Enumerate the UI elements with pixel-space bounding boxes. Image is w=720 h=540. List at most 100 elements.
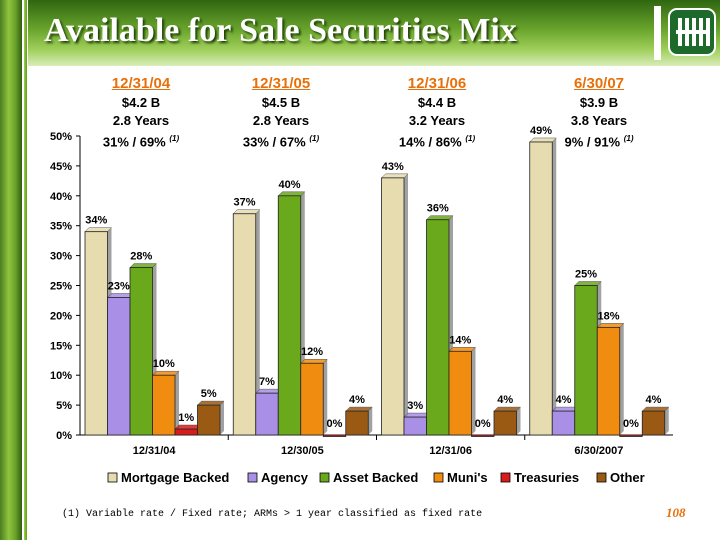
bar-top-face xyxy=(493,406,522,412)
x-tick-label: 12/31/06 xyxy=(429,445,472,457)
bar xyxy=(152,374,176,436)
bar-top-face xyxy=(574,281,602,286)
bar xyxy=(345,410,369,436)
bar xyxy=(619,434,643,437)
y-tick-label: 50% xyxy=(50,131,72,143)
y-tick-label: 45% xyxy=(50,161,72,173)
period-amount: $4.2 B xyxy=(121,95,161,110)
y-tick-label: 20% xyxy=(50,310,72,322)
bar xyxy=(381,177,405,436)
bar-top-face xyxy=(277,191,306,197)
bar-side-face xyxy=(516,407,521,435)
bar xyxy=(493,410,517,436)
period-amount: $4.4 B xyxy=(417,95,457,110)
data-label: 14% xyxy=(449,334,471,346)
y-tick-label: 40% xyxy=(50,191,72,203)
data-label: 28% xyxy=(130,251,152,263)
data-label: 43% xyxy=(382,161,404,173)
period-amount: $4.5 B xyxy=(261,95,301,110)
period-footnote-ref: (1) xyxy=(623,134,634,143)
bar xyxy=(426,219,450,436)
bar xyxy=(574,285,598,436)
period-duration: 3.2 Years xyxy=(408,113,466,128)
period-date: 6/30/07 xyxy=(573,75,625,92)
bar xyxy=(107,297,131,436)
footnote: (1) Variable rate / Fixed rate; ARMs > 1… xyxy=(62,509,483,520)
bar xyxy=(471,434,495,437)
data-label: 36% xyxy=(427,203,449,215)
bar-top-face xyxy=(300,358,328,364)
period-footnote-ref: (1) xyxy=(465,134,476,143)
y-tick-label: 10% xyxy=(50,370,72,382)
data-label: 0% xyxy=(327,418,343,430)
period-header-2007: 6/30/07 $3.9 B 3.8 Years 9% / 91% (1) xyxy=(534,74,664,151)
period-date: 12/31/04 xyxy=(111,75,171,92)
bar-top-face xyxy=(84,227,113,232)
y-tick-label: 30% xyxy=(50,251,72,263)
bar-top-face xyxy=(529,137,557,143)
period-header-2004: 12/31/04 $4.2 B 2.8 Years 31% / 69% (1) xyxy=(76,74,206,151)
legend-swatch xyxy=(107,472,118,483)
y-tick-label: 35% xyxy=(50,221,72,233)
data-label: 7% xyxy=(259,376,275,388)
data-label: 1% xyxy=(178,412,194,424)
legend-label: Other xyxy=(610,470,645,485)
bar-top-face xyxy=(196,400,225,406)
bar-side-face xyxy=(471,347,476,435)
data-label: 4% xyxy=(556,394,572,406)
bar xyxy=(551,410,576,436)
bar-top-face xyxy=(448,347,477,352)
bar xyxy=(448,350,472,436)
legend-swatch xyxy=(433,472,444,483)
data-label: 34% xyxy=(85,215,107,227)
data-label: 12% xyxy=(301,346,323,358)
period-duration: 2.8 Years xyxy=(252,113,310,128)
bar xyxy=(232,213,257,436)
bar xyxy=(641,410,666,436)
sidebar-stripe xyxy=(24,0,27,540)
data-label: 5% xyxy=(201,388,217,400)
y-tick-label: 25% xyxy=(50,281,72,293)
bar-side-face xyxy=(368,407,373,435)
data-label: 23% xyxy=(108,280,130,292)
data-label: 49% xyxy=(530,125,552,137)
data-label: 4% xyxy=(349,394,365,406)
legend-label: Agency xyxy=(261,470,309,485)
x-tick-label: 12/31/04 xyxy=(133,445,177,457)
data-label: 3% xyxy=(407,400,423,412)
data-label: 0% xyxy=(475,418,491,430)
legend-swatch xyxy=(247,472,258,483)
period-rate-mix: 33% / 67% xyxy=(242,134,306,150)
period-rate-mix: 31% / 69% xyxy=(102,134,166,150)
legend-label: Mortgage Backed xyxy=(121,470,229,485)
bar-side-face xyxy=(220,401,224,435)
legend-swatch xyxy=(596,472,607,483)
bar-top-face xyxy=(151,370,180,376)
bar-top-face xyxy=(129,263,158,268)
y-tick-label: 15% xyxy=(50,340,72,352)
bar-side-face xyxy=(664,407,669,435)
bar-top-face xyxy=(641,406,670,412)
slide-title: Available for Sale Securities Mix xyxy=(44,12,517,49)
bar-top-face xyxy=(232,209,261,214)
bar xyxy=(197,404,221,436)
period-date: 12/31/05 xyxy=(251,75,311,92)
bar xyxy=(84,231,108,436)
bar xyxy=(403,416,427,436)
bar-top-face xyxy=(380,173,409,179)
bar-top-face xyxy=(596,323,625,328)
legend-label: Treasuries xyxy=(514,470,579,485)
data-label: 40% xyxy=(278,179,300,191)
bar xyxy=(255,392,279,436)
bar xyxy=(129,267,153,436)
data-label: 10% xyxy=(153,358,175,370)
legend-swatch xyxy=(319,472,330,483)
bar-side-face xyxy=(619,323,624,435)
period-duration: 3.8 Years xyxy=(570,113,628,128)
x-tick-label: 12/30/05 xyxy=(281,445,324,457)
legend-label: Muni's xyxy=(447,470,488,485)
period-footnote-ref: (1) xyxy=(309,134,320,143)
x-tick-label: 6/30/2007 xyxy=(574,445,623,457)
data-label: 18% xyxy=(597,310,619,322)
legend-swatch xyxy=(500,472,511,483)
